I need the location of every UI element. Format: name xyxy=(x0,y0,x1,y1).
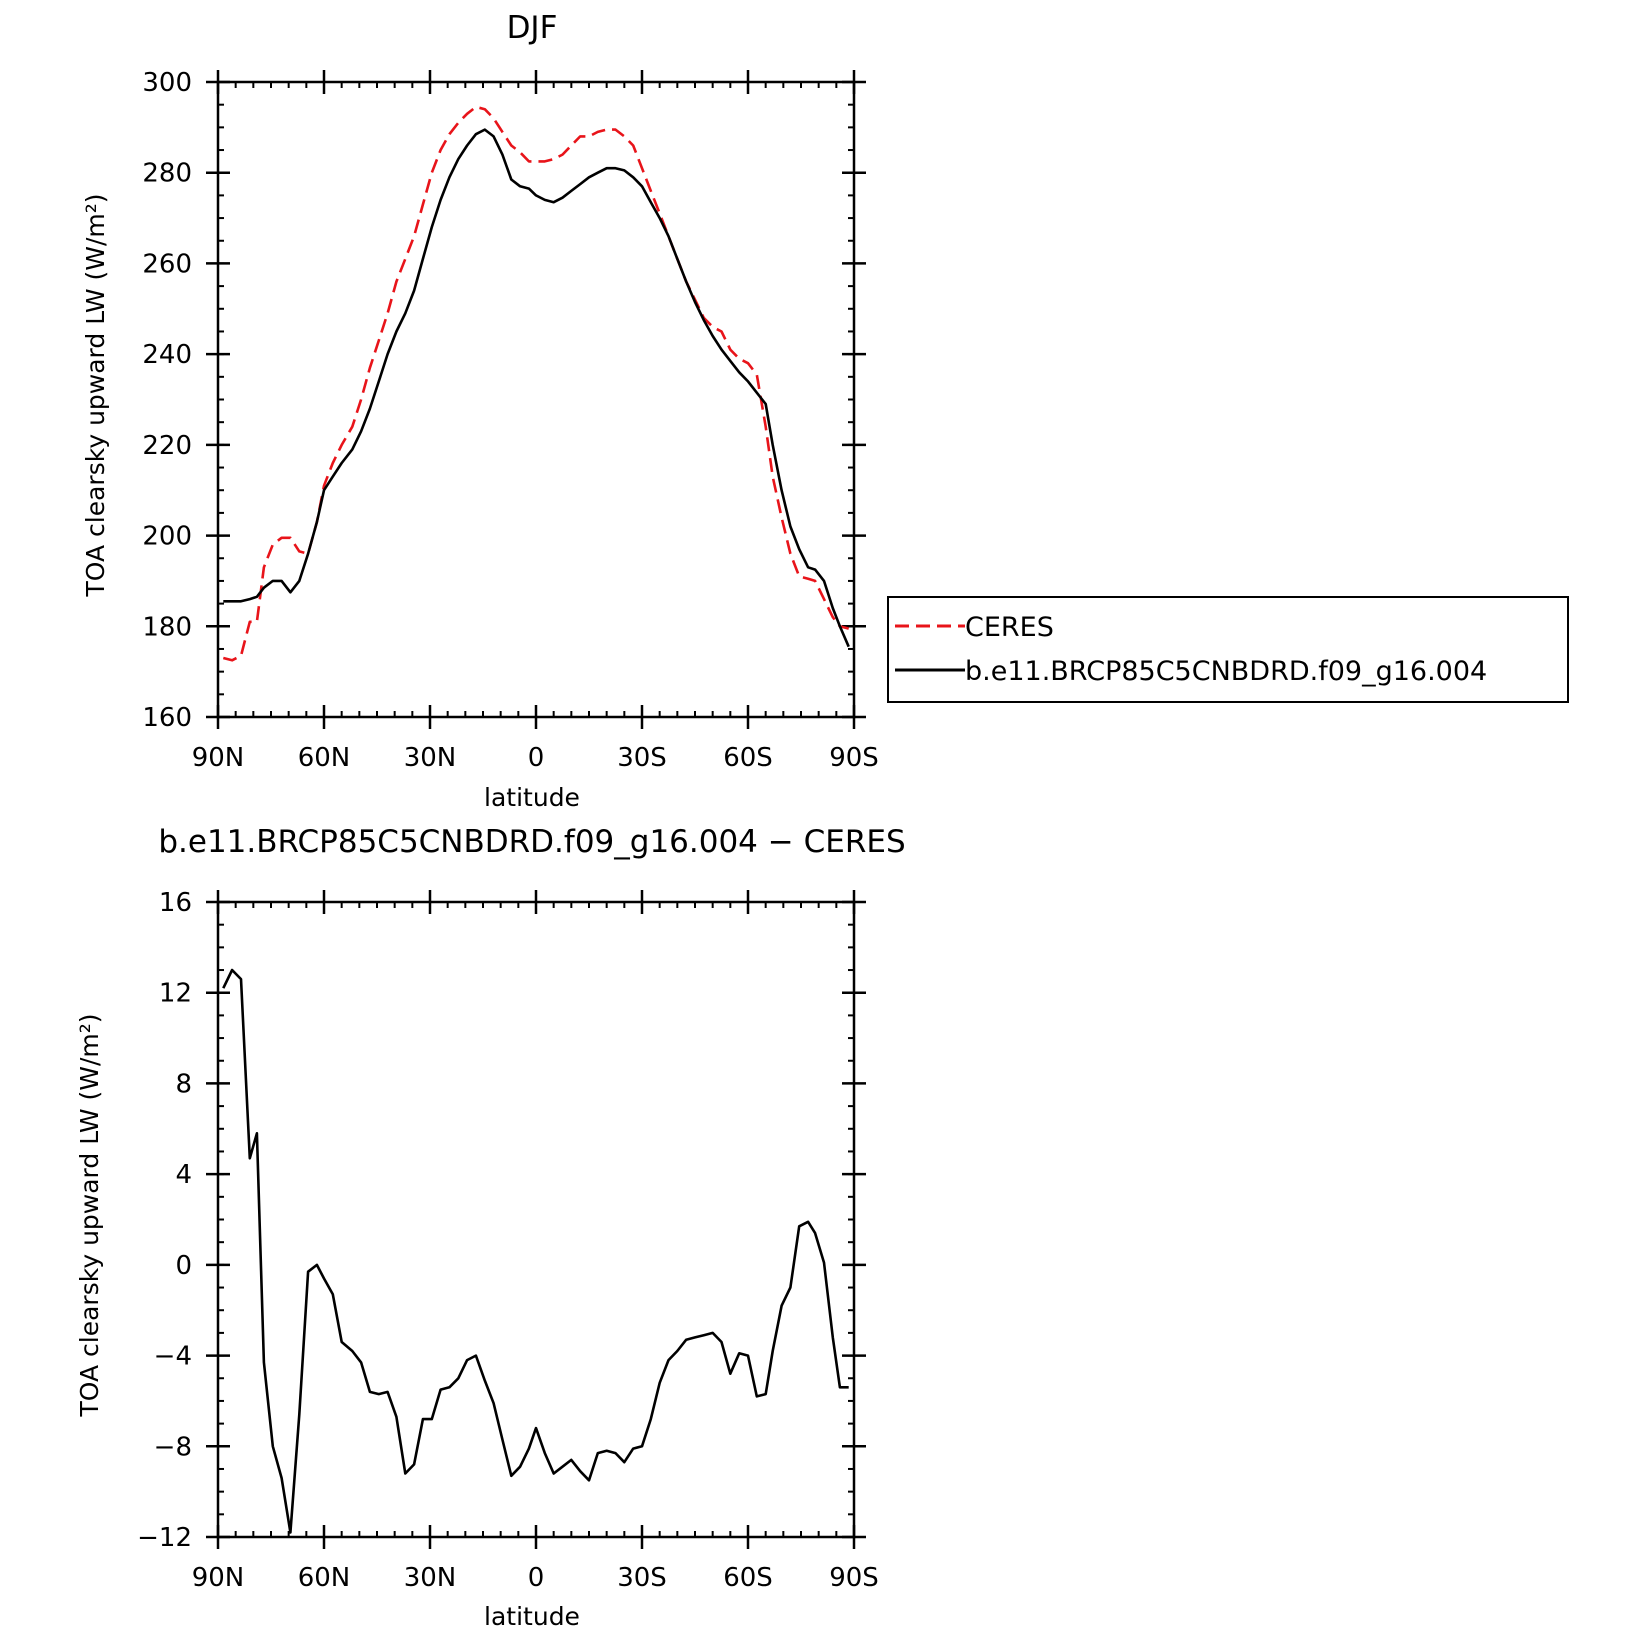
top-x-tick-label: 90S xyxy=(829,743,879,773)
legend-box xyxy=(887,596,1569,703)
bottom-plot-frame xyxy=(216,900,856,1539)
bottom-y-tick-label: 12 xyxy=(159,979,192,1009)
bottom-y-axis-label: TOA clearsky upward LW (W/m²) xyxy=(75,1013,104,1417)
bottom-x-tick-label: 0 xyxy=(528,1563,545,1593)
bottom-plot-area: 90N 60N 30N 0 30S 60S 90S −12 −8 −4 0 4 8 12 16 xyxy=(137,888,879,1593)
legend-label-model: b.e11.BRCP85C5CNBDRD.f09_g16.004 xyxy=(965,656,1487,687)
bottom-x-tick-label: 30N xyxy=(404,1563,457,1593)
bottom-y-tick-label: −4 xyxy=(154,1342,192,1372)
bottom-x-tick-label: 60N xyxy=(298,1563,351,1593)
top-x-tick-label: 60N xyxy=(298,743,351,773)
top-y-tick-label: 200 xyxy=(142,522,192,552)
bottom-y-tick-label: 16 xyxy=(159,888,192,918)
top-y-tick-label: 300 xyxy=(142,68,192,98)
top-y-tick-label: 180 xyxy=(142,612,192,642)
top-y-tick-label: 260 xyxy=(142,249,192,279)
top-plot-area: 90N 60N 30N 0 30S 60S 90S 160 180 200 220 240 260 280… xyxy=(142,68,878,773)
bottom-x-tick-label: 90S xyxy=(829,1563,879,1593)
top-series-line-0 xyxy=(222,105,850,662)
top-y-tick-label: 160 xyxy=(142,703,192,733)
bottom-series-line-0 xyxy=(222,968,849,1534)
bottom-y-tick-label: −8 xyxy=(154,1432,192,1462)
top-y-axis-label: TOA clearsky upward LW (W/m²) xyxy=(81,193,110,597)
legend: CERES b.e11.BRCP85C5CNBDRD.f09_g16.004 xyxy=(887,596,1569,703)
top-plot-frame xyxy=(216,80,856,719)
top-panel: DJF 90N 60N 30N 0 30S 60S 90S 160 180 200 220 240 26… xyxy=(81,10,1569,812)
bottom-x-tick-label: 60S xyxy=(723,1563,773,1593)
bottom-x-tick-label: 30S xyxy=(617,1563,667,1593)
bottom-y-tick-label: −12 xyxy=(137,1523,192,1553)
bottom-panel: b.e11.BRCP85C5CNBDRD.f09_g16.004 − CERES… xyxy=(75,824,906,1631)
bottom-x-tick-label: 90N xyxy=(192,1563,245,1593)
top-series-line-1 xyxy=(223,128,850,648)
top-y-tick-label: 220 xyxy=(142,431,192,461)
top-x-tick-label: 90N xyxy=(192,743,245,773)
bottom-x-axis-label: latitude xyxy=(484,1602,580,1631)
bottom-chart-title: b.e11.BRCP85C5CNBDRD.f09_g16.004 − CERES xyxy=(158,824,905,860)
top-x-tick-label: 60S xyxy=(723,743,773,773)
top-y-tick-label: 240 xyxy=(142,340,192,370)
top-x-tick-label: 30S xyxy=(617,743,667,773)
bottom-y-tick-label: 8 xyxy=(175,1069,192,1099)
top-x-tick-label: 0 xyxy=(528,743,545,773)
top-x-tick-label: 30N xyxy=(404,743,457,773)
bottom-y-tick-label: 0 xyxy=(175,1251,192,1281)
bottom-y-tick-label: 4 xyxy=(175,1160,192,1190)
top-y-tick-label: 280 xyxy=(142,159,192,189)
top-x-axis-label: latitude xyxy=(484,783,580,812)
legend-label-ceres: CERES xyxy=(965,612,1054,643)
top-chart-title: DJF xyxy=(507,10,558,46)
